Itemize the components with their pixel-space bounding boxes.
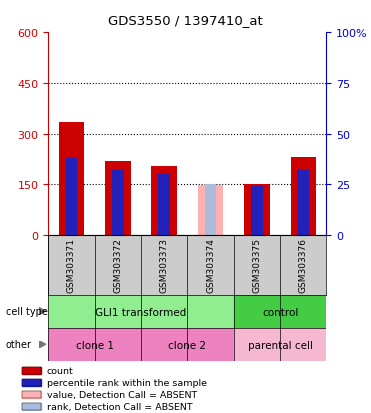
Bar: [22, 367, 41, 374]
Polygon shape: [39, 341, 46, 348]
Bar: [22, 403, 41, 410]
Text: GSM303373: GSM303373: [160, 237, 169, 292]
Bar: [66, 159, 77, 235]
Text: rank, Detection Call = ABSENT: rank, Detection Call = ABSENT: [47, 402, 192, 411]
Bar: [244, 184, 270, 235]
Text: GLI1 transformed: GLI1 transformed: [95, 307, 187, 317]
Text: GDS3550 / 1397410_at: GDS3550 / 1397410_at: [108, 14, 263, 27]
Text: percentile rank within the sample: percentile rank within the sample: [47, 378, 207, 387]
Text: GSM303374: GSM303374: [206, 237, 215, 292]
Text: count: count: [47, 366, 73, 375]
Polygon shape: [39, 308, 46, 315]
Text: clone 2: clone 2: [168, 340, 206, 350]
Bar: [22, 367, 41, 374]
Text: GSM303371: GSM303371: [67, 237, 76, 292]
Bar: [141, 328, 234, 361]
Text: GSM303372: GSM303372: [113, 237, 122, 292]
Text: other: other: [6, 339, 32, 349]
Text: control: control: [262, 307, 298, 317]
Bar: [234, 295, 326, 328]
Text: clone 1: clone 1: [76, 340, 114, 350]
Bar: [22, 379, 41, 386]
Bar: [105, 161, 131, 235]
Bar: [290, 158, 316, 235]
Text: cell type: cell type: [6, 306, 47, 316]
Bar: [48, 328, 141, 361]
Bar: [151, 166, 177, 235]
Text: parental cell: parental cell: [247, 340, 313, 350]
Bar: [198, 185, 223, 235]
Text: GSM303376: GSM303376: [299, 237, 308, 292]
Bar: [112, 171, 124, 235]
Bar: [48, 295, 234, 328]
Bar: [205, 185, 216, 235]
Bar: [251, 187, 263, 235]
Bar: [22, 379, 41, 386]
Bar: [298, 171, 309, 235]
Bar: [22, 391, 41, 398]
Text: value, Detection Call = ABSENT: value, Detection Call = ABSENT: [47, 390, 197, 399]
Text: GSM303375: GSM303375: [252, 237, 262, 292]
Bar: [234, 328, 326, 361]
Bar: [22, 391, 41, 398]
Bar: [59, 122, 84, 235]
Bar: [158, 175, 170, 235]
Bar: [22, 403, 41, 410]
